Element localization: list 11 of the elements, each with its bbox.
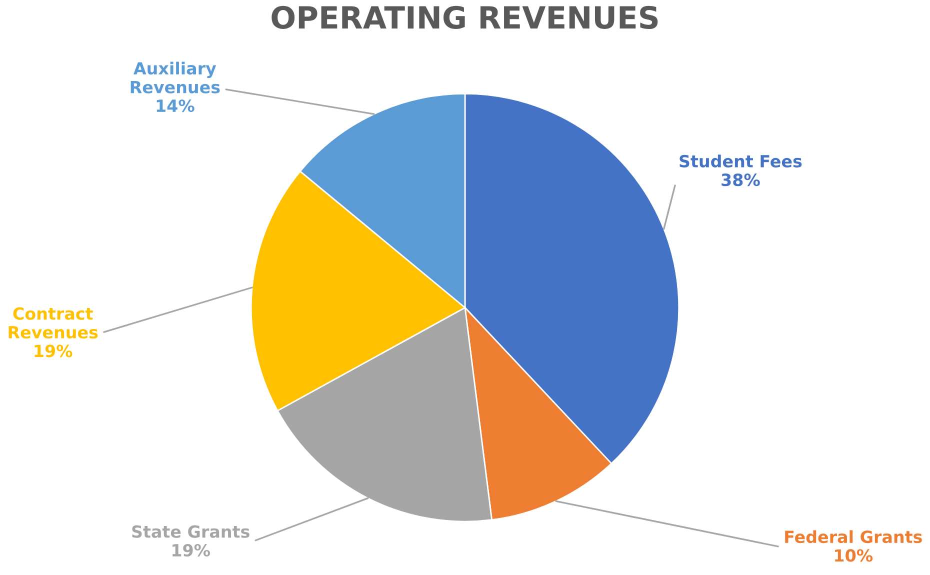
slice-label: Auxiliary Revenues [130,62,220,94]
slice-label: Federal Grants [785,530,922,544]
data-label: 19% [172,544,210,557]
data-label: 38% [722,174,760,186]
data-label: 10% [835,549,873,562]
slice-label: State Grants [132,525,250,538]
slice-label: Student Fees [680,154,802,168]
slice-label: Contract Revenues [8,307,98,339]
chart-title: OPERATING REVENUES [272,6,658,29]
data-label: 19% [34,344,72,358]
data-label: 14% [156,99,194,112]
